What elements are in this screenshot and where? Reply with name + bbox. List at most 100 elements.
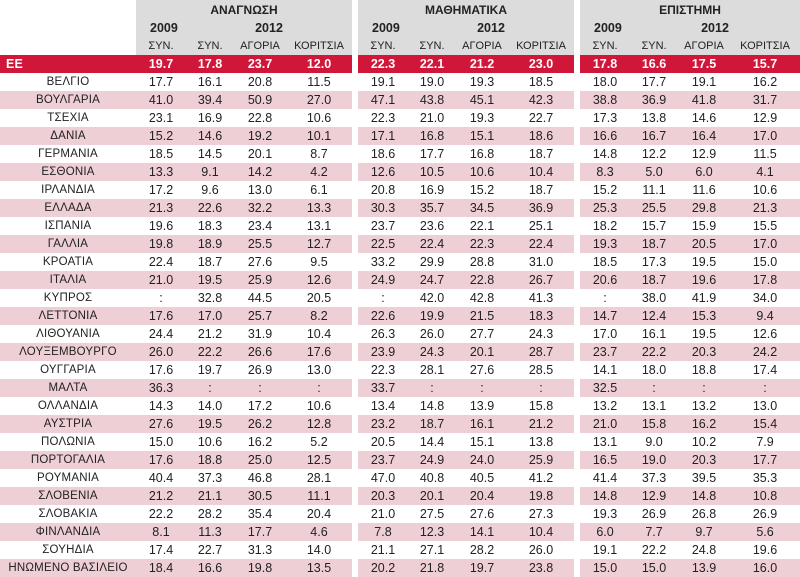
value-cell: 27.6 — [456, 505, 508, 523]
value-cell: 19.6 — [678, 271, 731, 289]
value-cell: 26.9 — [630, 505, 679, 523]
value-cell: 23.8 — [508, 559, 575, 577]
value-cell: 27.6 — [456, 361, 508, 379]
value-cell: 10.6 — [730, 181, 800, 199]
value-cell: 18.6 — [508, 127, 575, 145]
value-cell: 22.2 — [136, 505, 186, 523]
value-cell: 20.2 — [358, 559, 408, 577]
value-cell: 9.1 — [186, 163, 234, 181]
value-cell: 16.2 — [730, 73, 800, 91]
value-cell: 26.0 — [408, 325, 456, 343]
value-cell: 25.9 — [508, 451, 575, 469]
value-cell: 12.9 — [630, 487, 679, 505]
table-row-eu: ΕΕ 19.7 17.8 23.7 12.0 22.3 22.1 21.2 23.0 17.8 16… — [0, 55, 800, 73]
value-cell: 18.8 — [186, 451, 234, 469]
value-cell: 10.8 — [730, 487, 800, 505]
value-cell: 17.7 — [136, 73, 186, 91]
value-cell: 15.8 — [630, 415, 679, 433]
country-name: ΛΕΤΤΟΝΙΑ — [0, 307, 136, 325]
value-cell: 26.0 — [136, 343, 186, 361]
country-name: ΣΛΟΒΑΚΙΑ — [0, 505, 136, 523]
value-cell: 13.0 — [234, 181, 286, 199]
country-name: ΙΣΠΑΝΙΑ — [0, 217, 136, 235]
value-cell: 28.8 — [456, 253, 508, 271]
value-cell: : — [678, 379, 731, 397]
value-cell: 14.8 — [678, 487, 731, 505]
value-cell: 16.6 — [630, 55, 679, 73]
table-row: ΦΙΝΛΑΝΔΙΑ 8.1 11.3 17.7 4.6 7.8 12.3 14.1 10.4 6.… — [0, 523, 800, 541]
value-cell: 16.2 — [234, 433, 286, 451]
sub-header: ΚΟΡΙΤΣΙΑ — [508, 37, 575, 55]
value-cell: 9.6 — [186, 181, 234, 199]
value-cell: 17.8 — [580, 55, 631, 73]
value-cell: 22.3 — [358, 109, 408, 127]
value-cell: 4.1 — [730, 163, 800, 181]
value-cell: 20.5 — [678, 235, 731, 253]
country-name: ΛΙΘΟΥΑΝΙΑ — [0, 325, 136, 343]
value-cell: 10.4 — [286, 325, 352, 343]
value-cell: 18.7 — [630, 235, 679, 253]
value-cell: 27.6 — [234, 253, 286, 271]
value-cell: 24.0 — [456, 451, 508, 469]
country-name: ΓΕΡΜΑΝΙΑ — [0, 145, 136, 163]
value-cell: 29.9 — [408, 253, 456, 271]
value-cell: 34.5 — [456, 199, 508, 217]
value-cell: 16.7 — [630, 127, 679, 145]
value-cell: 13.0 — [286, 361, 352, 379]
value-cell: 21.8 — [408, 559, 456, 577]
sub-header: ΑΓΟΡΙΑ — [234, 37, 286, 55]
value-cell: 36.3 — [136, 379, 186, 397]
value-cell: 10.5 — [408, 163, 456, 181]
value-cell: 17.4 — [730, 361, 800, 379]
value-cell: 17.0 — [730, 235, 800, 253]
value-cell: 14.7 — [580, 307, 631, 325]
value-cell: 22.6 — [358, 307, 408, 325]
value-cell: 12.6 — [286, 271, 352, 289]
value-cell: 28.7 — [508, 343, 575, 361]
value-cell: 16.2 — [678, 415, 731, 433]
value-cell: : — [286, 379, 352, 397]
value-cell: 32.8 — [186, 289, 234, 307]
value-cell: 41.2 — [508, 469, 575, 487]
value-cell: 50.9 — [234, 91, 286, 109]
value-cell: 7.7 — [630, 523, 679, 541]
value-cell: 17.8 — [186, 55, 234, 73]
value-cell: 27.5 — [408, 505, 456, 523]
value-cell: 14.0 — [286, 541, 352, 559]
value-cell: 21.3 — [136, 199, 186, 217]
sub-header: ΣΥΝ. — [186, 37, 234, 55]
country-name: ΛΟΥΞΕΜΒΟΥΡΓΟ — [0, 343, 136, 361]
value-cell: 40.5 — [456, 469, 508, 487]
value-cell: 20.1 — [234, 145, 286, 163]
table-row: ΛΙΘΟΥΑΝΙΑ 24.4 21.2 31.9 10.4 26.3 26.0 27.7 24.… — [0, 325, 800, 343]
value-cell: 18.0 — [580, 73, 631, 91]
value-cell: 21.0 — [358, 505, 408, 523]
value-cell: 17.6 — [136, 307, 186, 325]
country-name: ΟΥΓΓΑΡΙΑ — [0, 361, 136, 379]
sub-header: ΣΥΝ. — [358, 37, 408, 55]
value-cell: 19.7 — [186, 361, 234, 379]
value-cell: 15.1 — [456, 433, 508, 451]
value-cell: 11.1 — [630, 181, 679, 199]
value-cell: 22.7 — [508, 109, 575, 127]
value-cell: 19.0 — [630, 451, 679, 469]
value-cell: 16.6 — [186, 559, 234, 577]
value-cell: 22.4 — [408, 235, 456, 253]
value-cell: 28.1 — [286, 469, 352, 487]
value-cell: 17.5 — [678, 55, 731, 73]
country-name: ΙΤΑΛΙΑ — [0, 271, 136, 289]
table-row: ΗΝΩΜΕΝΟ ΒΑΣΙΛΕΙΟ 18.4 16.6 19.8 13.5 20.2 21.8… — [0, 559, 800, 577]
value-cell: 21.3 — [730, 199, 800, 217]
value-cell: 10.4 — [508, 163, 575, 181]
country-name: ΕΣΘΟΝΙΑ — [0, 163, 136, 181]
value-cell: 10.6 — [186, 433, 234, 451]
value-cell: 22.5 — [358, 235, 408, 253]
value-cell: 44.5 — [234, 289, 286, 307]
value-cell: 24.3 — [408, 343, 456, 361]
value-cell: 22.3 — [358, 361, 408, 379]
value-cell: 38.8 — [580, 91, 631, 109]
value-cell: 23.1 — [136, 109, 186, 127]
sub-header: ΑΓΟΡΙΑ — [678, 37, 731, 55]
value-cell: 10.2 — [678, 433, 731, 451]
value-cell: 13.0 — [730, 397, 800, 415]
